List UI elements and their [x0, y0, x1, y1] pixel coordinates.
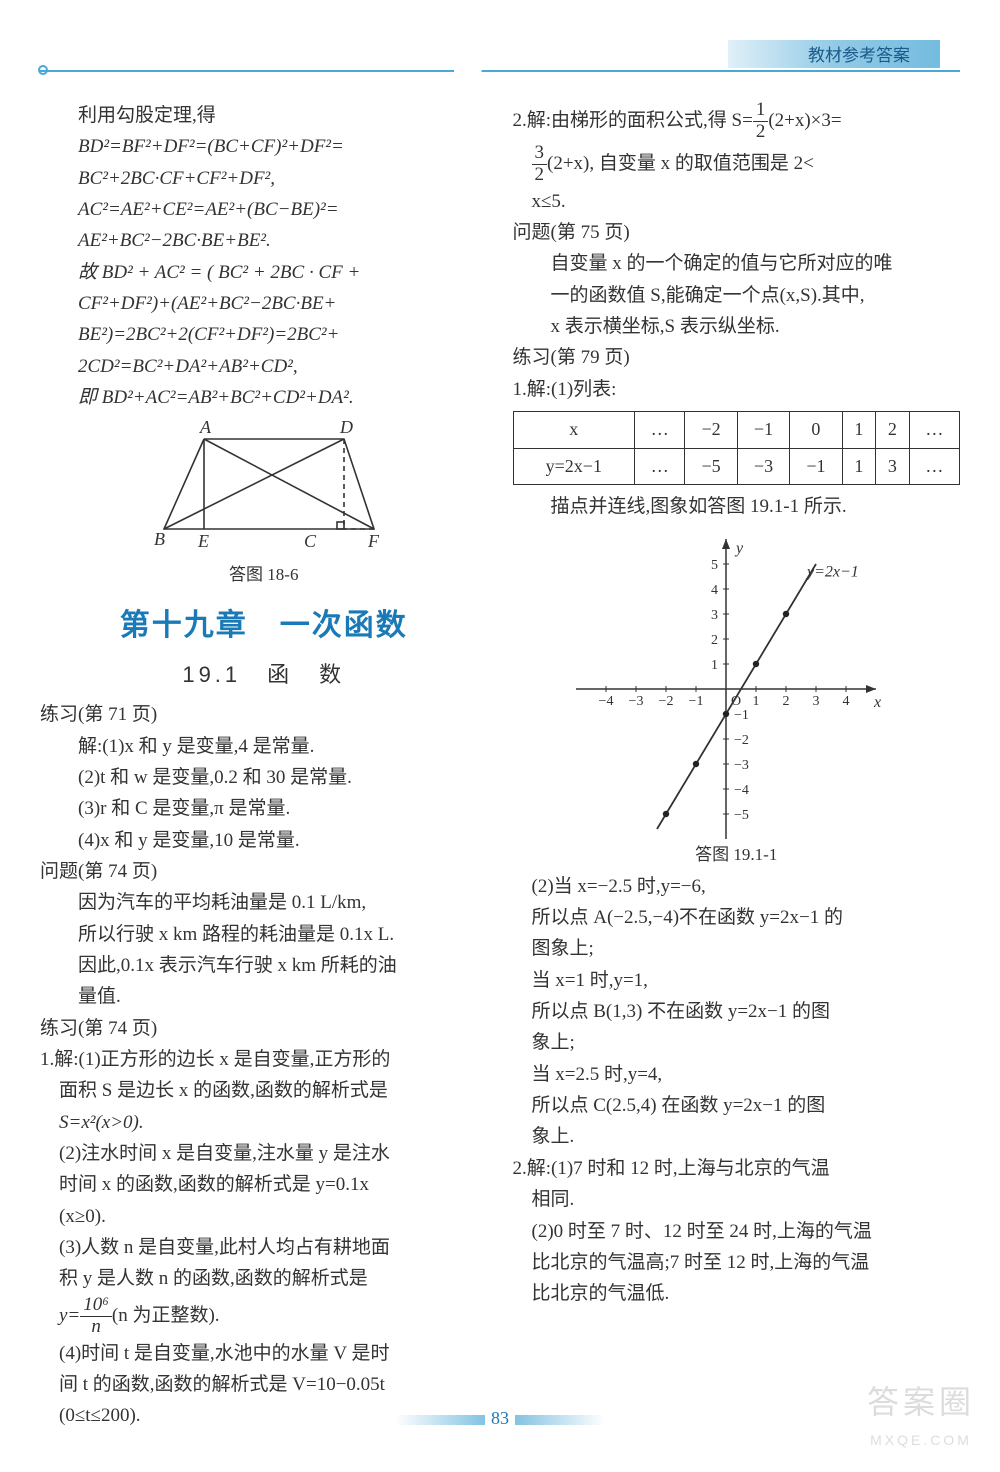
text-line: 图象上;	[532, 933, 961, 964]
text-line: 象上;	[532, 1027, 961, 1058]
text-line: 自变量 x 的一个确定的值与它所对应的唯	[513, 248, 961, 279]
text-line: 2.解:(1)7 时和 12 时,上海与北京的气温	[513, 1153, 961, 1184]
formula: CF²+DF²)+(AE²+BC²−2BC·BE+	[40, 288, 488, 319]
formula: BC²+2BC·CF+CF²+DF²,	[40, 163, 488, 194]
svg-text:−3: −3	[734, 758, 749, 773]
vertex-d: D	[339, 419, 353, 437]
svg-text:2: 2	[783, 694, 790, 709]
text-line: (4)时间 t 是自变量,水池中的水量 V 是时	[59, 1338, 488, 1369]
section-title: 19.1 函 数	[40, 657, 488, 693]
text-line: 描点并连线,图象如答图 19.1-1 所示.	[513, 491, 961, 522]
svg-text:−2: −2	[659, 694, 674, 709]
text-line: x 表示横坐标,S 表示纵坐标.	[513, 311, 961, 342]
text-line: 1.解:(1)列表:	[513, 374, 961, 405]
text-line: 量值.	[40, 981, 488, 1012]
text-line: (2)0 时至 7 时、12 时至 24 时,上海的气温	[532, 1216, 961, 1247]
svg-text:1: 1	[753, 694, 760, 709]
svg-text:−1: −1	[734, 708, 749, 723]
text-line: 象上.	[532, 1121, 961, 1152]
header-rule	[40, 70, 960, 72]
svg-text:3: 3	[711, 608, 718, 623]
figure-caption: 答图 19.1-1	[513, 841, 961, 869]
text-line: (2)当 x=−2.5 时,y=−6,	[532, 871, 961, 902]
header-title: 教材参考答案	[728, 40, 940, 68]
text-line: 比北京的气温高;7 时至 12 时,上海的气温	[532, 1247, 961, 1278]
text-line: 一的函数值 S,能确定一个点(x,S).其中,	[513, 280, 961, 311]
question-heading: 问题(第 74 页)	[40, 856, 488, 887]
formula: AE²+BC²−2BC·BE+BE².	[40, 225, 488, 256]
formula: 故 BD² + AC² = ( BC² + 2BC · CF +	[40, 257, 488, 288]
text-line: (2)t 和 w 是变量,0.2 和 30 是常量.	[40, 762, 488, 793]
question-heading: 问题(第 75 页)	[513, 217, 961, 248]
svg-text:−2: −2	[734, 733, 749, 748]
figure-19-1-1: −4−3−2−1O123412345−1−2−3−4−5xyy=2x−1 答图 …	[513, 529, 961, 869]
text-line: 间 t 的函数,函数的解析式是 V=10−0.05t	[59, 1369, 488, 1400]
svg-text:−4: −4	[599, 694, 614, 709]
exercise-heading: 练习(第 74 页)	[40, 1013, 488, 1044]
svg-text:y=2x−1: y=2x−1	[805, 563, 859, 580]
formula: y=10⁶n(n 为正整数).	[59, 1295, 488, 1338]
text-line: (3)人数 n 是自变量,此村人均占有耕地面	[59, 1232, 488, 1263]
vertex-f: F	[367, 531, 380, 551]
text-line: 当 x=2.5 时,y=4,	[532, 1059, 961, 1090]
watermark: 答案圈 MXQE.COM	[867, 1376, 975, 1452]
text-line: 因此,0.1x 表示汽车行驶 x km 所耗的油	[40, 950, 488, 981]
svg-text:5: 5	[711, 558, 718, 573]
svg-text:3: 3	[813, 694, 820, 709]
svg-text:−4: −4	[734, 783, 749, 798]
chapter-title: 第十九章 一次函数	[40, 601, 488, 651]
text-line: 所以点 B(1,3) 不在函数 y=2x−1 的图	[532, 996, 961, 1027]
svg-text:1: 1	[711, 658, 718, 673]
formula: S=x²(x>0).	[59, 1107, 488, 1138]
formula: 即 BD²+AC²=AB²+BC²+CD²+DA².	[40, 382, 488, 413]
text-line: 所以行驶 x km 路程的耗油量是 0.1x L.	[40, 919, 488, 950]
svg-text:x: x	[873, 694, 881, 711]
text-line: (3)r 和 C 是变量,π 是常量.	[40, 793, 488, 824]
svg-text:−1: −1	[689, 694, 704, 709]
text-line: 时间 x 的函数,函数的解析式是 y=0.1x	[59, 1169, 488, 1200]
text-line: 所以点 C(2.5,4) 在函数 y=2x−1 的图	[532, 1090, 961, 1121]
svg-text:−5: −5	[734, 808, 749, 823]
text-line: 解:(1)x 和 y 是变量,4 是常量.	[40, 731, 488, 762]
text-line: (4)x 和 y 是变量,10 是常量.	[40, 825, 488, 856]
vertex-c: C	[304, 531, 317, 551]
text-line: 面积 S 是边长 x 的函数,函数的解析式是	[59, 1075, 488, 1106]
text-line: x≤5.	[532, 186, 961, 217]
text-line: 积 y 是人数 n 的函数,函数的解析式是	[59, 1263, 488, 1294]
vertex-a: A	[199, 419, 212, 437]
text-line: 当 x=1 时,y=1,	[532, 965, 961, 996]
text-line: 相同.	[532, 1184, 961, 1215]
text-line: 所以点 A(−2.5,−4)不在函数 y=2x−1 的	[532, 902, 961, 933]
text-line: 比北京的气温低.	[532, 1278, 961, 1309]
function-table: x…−2−1012… y=2x−1…−5−3−113…	[513, 411, 961, 485]
text-line: 2.解:由梯形的面积公式,得 S=12(2+x)×3=	[513, 100, 961, 143]
table-row: y=2x−1…−5−3−113…	[513, 448, 960, 485]
formula: BE²)=2BC²+2(CF²+DF²)=2BC²+	[40, 319, 488, 350]
vertex-e: E	[197, 531, 209, 551]
svg-text:4: 4	[843, 694, 850, 709]
text-line: 1.解:(1)正方形的边长 x 是自变量,正方形的	[40, 1044, 488, 1075]
formula: BD²=BF²+DF²=(BC+CF)²+DF²=	[40, 131, 488, 162]
exercise-heading: 练习(第 71 页)	[40, 699, 488, 730]
right-column: 2.解:由梯形的面积公式,得 S=12(2+x)×3= 32(2+x), 自变量…	[513, 100, 961, 1432]
text-line: 32(2+x), 自变量 x 的取值范围是 2<	[532, 143, 961, 186]
formula: 2CD²=BC²+DA²+AB²+CD²,	[40, 351, 488, 382]
page-number: 83	[0, 1404, 1000, 1434]
text-line: (2)注水时间 x 是自变量,注水量 y 是注水	[59, 1138, 488, 1169]
figure-18-6: A D B E C F 答图 18-6	[40, 419, 488, 589]
text-line: (x≥0).	[59, 1201, 488, 1232]
svg-text:y: y	[734, 540, 744, 557]
vertex-b: B	[154, 529, 165, 549]
text-line: 利用勾股定理,得	[40, 100, 488, 131]
svg-text:4: 4	[711, 583, 718, 598]
left-column: 利用勾股定理,得 BD²=BF²+DF²=(BC+CF)²+DF²= BC²+2…	[40, 100, 488, 1432]
svg-text:−3: −3	[629, 694, 644, 709]
text-line: 因为汽车的平均耗油量是 0.1 L/km,	[40, 887, 488, 918]
table-row: x…−2−1012…	[513, 411, 960, 448]
exercise-heading: 练习(第 79 页)	[513, 342, 961, 373]
formula: AC²=AE²+CE²=AE²+(BC−BE)²=	[40, 194, 488, 225]
figure-caption: 答图 18-6	[40, 561, 488, 589]
svg-text:2: 2	[711, 633, 718, 648]
